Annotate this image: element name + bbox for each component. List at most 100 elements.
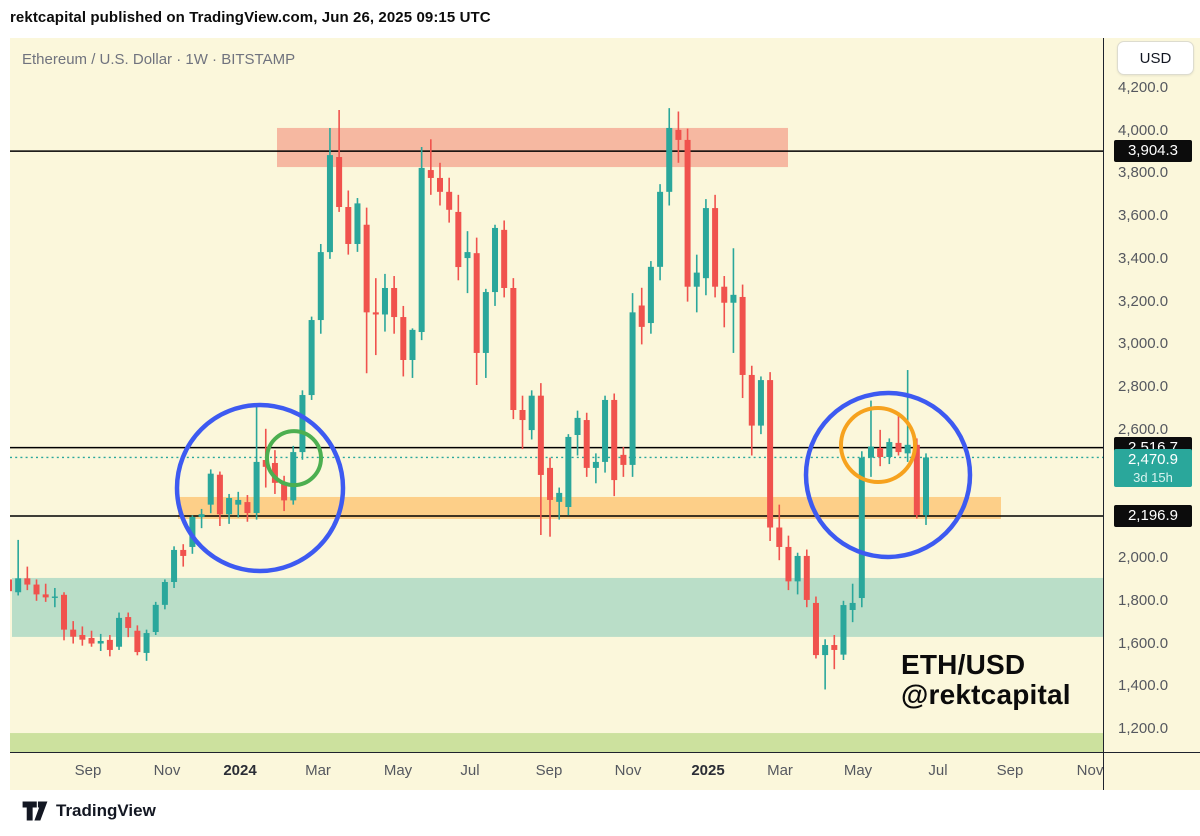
candle-body	[88, 637, 95, 644]
support-zone-orange	[178, 496, 1001, 519]
currency-toggle-button[interactable]: USD	[1117, 41, 1194, 75]
candle-body	[116, 617, 123, 647]
candle-body	[134, 630, 141, 653]
price-axis[interactable]: USD 4,200.0 4,000.0 3,800.0 3,600.0 3,400.0 3…	[1104, 38, 1200, 752]
publish-attribution: rektcapital published on TradingView.com…	[10, 9, 491, 26]
candle-body	[657, 191, 664, 267]
candle-body	[501, 229, 508, 288]
candle-body	[308, 320, 315, 396]
candle-body	[97, 640, 104, 644]
candle-body	[574, 417, 581, 435]
candle-body	[519, 409, 526, 421]
candle-body	[492, 227, 499, 293]
time-tick-label: 2025	[691, 762, 725, 779]
time-axis[interactable]: Sep Nov 2024 Mar May Jul Sep Nov 2025 Mar May Jul Se…	[10, 753, 1200, 790]
candle-body	[418, 167, 425, 333]
price-tick-label: 2,600.0	[1118, 420, 1169, 438]
time-tick-label: Mar	[305, 762, 331, 779]
candle-body	[409, 329, 416, 360]
candle-body	[528, 395, 535, 431]
candle-body	[152, 604, 159, 632]
candle-body	[620, 454, 627, 465]
candle-body	[583, 420, 590, 468]
time-tick-label: Jul	[928, 762, 948, 779]
time-tick-label: Mar	[767, 762, 793, 779]
time-tick-label: Nov	[614, 762, 642, 779]
candle-body	[473, 253, 480, 353]
price-tick-label: 2,000.0	[1118, 549, 1169, 567]
candle-body	[510, 287, 517, 410]
time-tick-label: 2024	[223, 762, 257, 779]
time-tick-label: Nov	[1076, 762, 1104, 779]
candle-body	[702, 208, 709, 279]
tradingview-brand-text: TradingView	[56, 801, 156, 820]
candle-body	[629, 312, 636, 465]
tradingview-brand-link[interactable]: TradingView	[22, 800, 156, 822]
candle-body	[436, 177, 443, 192]
price-chart-plot[interactable]	[10, 38, 1103, 752]
candle-body	[271, 462, 278, 483]
candle-body	[10, 579, 12, 592]
candle-body	[345, 207, 352, 244]
price-tick-label: 1,200.0	[1118, 720, 1169, 737]
price-tick-label: 3,000.0	[1118, 335, 1169, 353]
candle-body	[400, 317, 407, 360]
candle-body	[143, 633, 150, 653]
candle-body	[675, 129, 682, 140]
candle-body	[556, 492, 563, 502]
symbol-title: Ethereum / U.S. Dollar · 1W · BITSTAMP	[22, 51, 296, 68]
candle-body	[161, 581, 168, 605]
price-tick-label: 3,800.0	[1118, 164, 1169, 182]
candle-body	[712, 208, 719, 287]
candle-body	[125, 617, 132, 628]
tradingview-logo-icon	[22, 800, 48, 822]
candle-body	[840, 605, 847, 655]
candle-body	[33, 584, 40, 595]
watermark-symbol: ETH/USD	[901, 649, 1026, 680]
candle-body	[537, 395, 544, 475]
candle-body	[70, 629, 77, 637]
candle-body	[721, 286, 728, 303]
candle-body	[923, 457, 929, 516]
candle-body	[244, 502, 251, 513]
candle-body	[611, 399, 618, 481]
candle-body	[226, 498, 233, 515]
candle-body	[858, 457, 865, 599]
candle-body	[822, 645, 829, 656]
price-tick-label: 1,400.0	[1118, 677, 1169, 695]
candle-body	[15, 578, 22, 593]
time-tick-label: May	[383, 762, 413, 779]
candle-body	[61, 594, 68, 630]
candle-body	[748, 374, 755, 426]
candle-body	[886, 442, 893, 458]
candle-body	[363, 224, 370, 313]
time-tick-label: Sep	[535, 762, 563, 779]
candle-body	[739, 296, 746, 375]
candle-body	[446, 191, 453, 210]
candle-body	[189, 517, 196, 547]
footer: TradingView	[0, 790, 1200, 836]
candle-body	[684, 139, 691, 287]
current-price-badge: 2,470.9 3d 15h	[1114, 449, 1192, 488]
candle-body	[391, 287, 398, 318]
candle-body	[730, 294, 737, 303]
candle-body	[253, 461, 260, 513]
time-tick-label: Sep	[996, 762, 1024, 779]
price-axis-separator	[1103, 38, 1104, 790]
price-tick-label: 3,600.0	[1118, 207, 1169, 225]
candle-body	[831, 645, 838, 650]
blue-circle-right	[803, 390, 973, 560]
candle-body	[482, 292, 489, 353]
candle-body	[592, 461, 599, 468]
price-tick-label: 1,800.0	[1118, 591, 1169, 609]
time-tick-label: May	[843, 762, 873, 779]
candle-body	[647, 266, 654, 324]
candle-body	[51, 596, 58, 598]
demand-zone-teal	[12, 577, 1103, 637]
price-tick-label: 4,000.0	[1118, 121, 1169, 139]
candle-body	[207, 473, 214, 505]
candle-body	[180, 549, 187, 556]
green-circle	[265, 429, 323, 488]
chart-surface: Ethereum / U.S. Dollar · 1W · BITSTAMP E…	[10, 38, 1200, 790]
